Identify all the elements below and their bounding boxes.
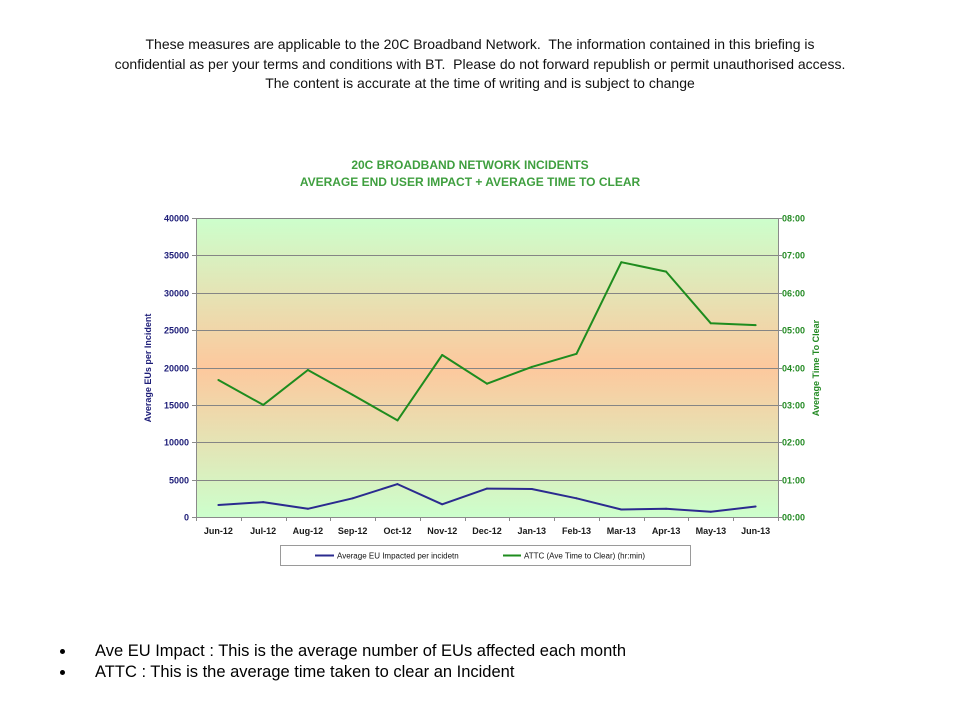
- plot-area: [196, 218, 778, 517]
- y-axis-title: Average EUs per Incident: [143, 314, 153, 423]
- data-point: [217, 504, 220, 506]
- bullet-icon: [60, 649, 65, 654]
- y2-tick-label: 07:00: [782, 251, 805, 261]
- y2-tick-label: 01:00: [782, 476, 805, 486]
- data-point: [306, 369, 309, 371]
- disclaimer-line: confidential as per your terms and condi…: [114, 55, 846, 72]
- data-point: [217, 379, 220, 381]
- x-tick-label: Oct-12: [383, 526, 411, 536]
- y2-tick-label: 08:00: [782, 214, 805, 224]
- tick-labels: 0 5000 10000 15000 20000 25000 30000 35000 40000…: [164, 214, 805, 536]
- x-tick-label: Dec-12: [472, 526, 502, 536]
- y2-tick-label: 02:00: [782, 438, 805, 448]
- data-point: [262, 403, 265, 406]
- y2-axis-title: Average Time To Clear: [811, 319, 821, 416]
- x-tick-label: Feb-13: [562, 526, 591, 536]
- chart: 20C BROADBAND NETWORK INCIDENTS AVERAGE …: [143, 158, 821, 566]
- legend: Average EU Impacted per incidetn ATTC (A…: [280, 545, 691, 566]
- data-point: [396, 483, 399, 486]
- x-tick-label: Jan-13: [518, 526, 547, 536]
- data-point: [530, 365, 533, 368]
- data-point: [351, 393, 354, 396]
- data-point: [441, 354, 444, 356]
- x-tick-label: Aug-12: [293, 526, 324, 536]
- x-tick-label: Apr-13: [652, 526, 681, 536]
- disclaimer-line: These measures are applicable to the 20C…: [145, 36, 815, 52]
- data-point: [665, 270, 668, 273]
- y-tick-label: 5000: [169, 476, 189, 486]
- x-tick-label: Jun-12: [204, 526, 233, 536]
- y-tick-label: 15000: [164, 401, 189, 411]
- axes: [192, 218, 782, 521]
- data-point: [620, 508, 623, 511]
- disclaimer-line: The content is accurate at the time of w…: [265, 75, 695, 91]
- x-tick-label: Jun-13: [741, 526, 770, 536]
- data-point: [262, 501, 265, 504]
- data-point: [486, 382, 488, 385]
- chart-subtitle: AVERAGE END USER IMPACT + AVERAGE TIME T…: [300, 175, 641, 189]
- chart-title: 20C BROADBAND NETWORK INCIDENTS: [351, 158, 588, 172]
- y-tick-label: 30000: [164, 289, 189, 299]
- data-point: [709, 510, 712, 513]
- x-tick-label: Jul-12: [250, 526, 276, 536]
- y2-tick-label: 06:00: [782, 289, 805, 299]
- y-tick-label: 0: [184, 513, 189, 523]
- y-tick-label: 25000: [164, 326, 189, 336]
- disclaimer: These measures are applicable to the 20C…: [0, 35, 960, 94]
- series-group: [217, 261, 757, 513]
- y2-tick-label: 05:00: [782, 326, 805, 336]
- legend-label-eu-impact: Average EU Impacted per incidetn: [337, 552, 459, 561]
- gridlines: [196, 218, 778, 481]
- y-tick-label: 10000: [164, 438, 189, 448]
- x-tick-label: Mar-13: [607, 526, 636, 536]
- y2-tick-label: 04:00: [782, 364, 805, 374]
- data-point: [754, 324, 757, 327]
- note-text: ATTC : This is the average time taken to…: [95, 663, 515, 681]
- data-point: [396, 419, 399, 422]
- data-point: [575, 352, 578, 355]
- y-tick-label: 40000: [164, 214, 189, 224]
- data-point: [754, 505, 757, 508]
- data-point: [709, 322, 712, 325]
- data-point: [441, 503, 444, 506]
- note-text: Ave EU Impact : This is the average numb…: [95, 642, 627, 660]
- bullet-icon: [60, 670, 65, 675]
- y-tick-label: 20000: [164, 364, 189, 374]
- y2-tick-label: 03:00: [782, 401, 805, 411]
- y2-tick-label: 00:00: [782, 513, 805, 523]
- y-tick-label: 35000: [164, 251, 189, 261]
- notes-list: Ave EU Impact : This is the average numb…: [0, 641, 626, 683]
- note-item: ATTC : This is the average time taken to…: [0, 662, 626, 683]
- data-point: [665, 507, 668, 510]
- x-tick-label: Nov-12: [427, 526, 457, 536]
- x-tick-label: Sep-12: [338, 526, 368, 536]
- note-item: Ave EU Impact : This is the average numb…: [0, 641, 626, 662]
- data-point: [530, 488, 533, 490]
- data-point: [306, 507, 309, 510]
- data-point: [575, 497, 578, 500]
- data-point: [351, 497, 354, 500]
- x-tick-label: May-13: [696, 526, 727, 536]
- legend-box: [280, 545, 691, 566]
- data-point: [620, 261, 623, 264]
- data-point: [486, 487, 488, 490]
- legend-label-attc: ATTC (Ave Time to Clear) (hr:min): [524, 552, 645, 561]
